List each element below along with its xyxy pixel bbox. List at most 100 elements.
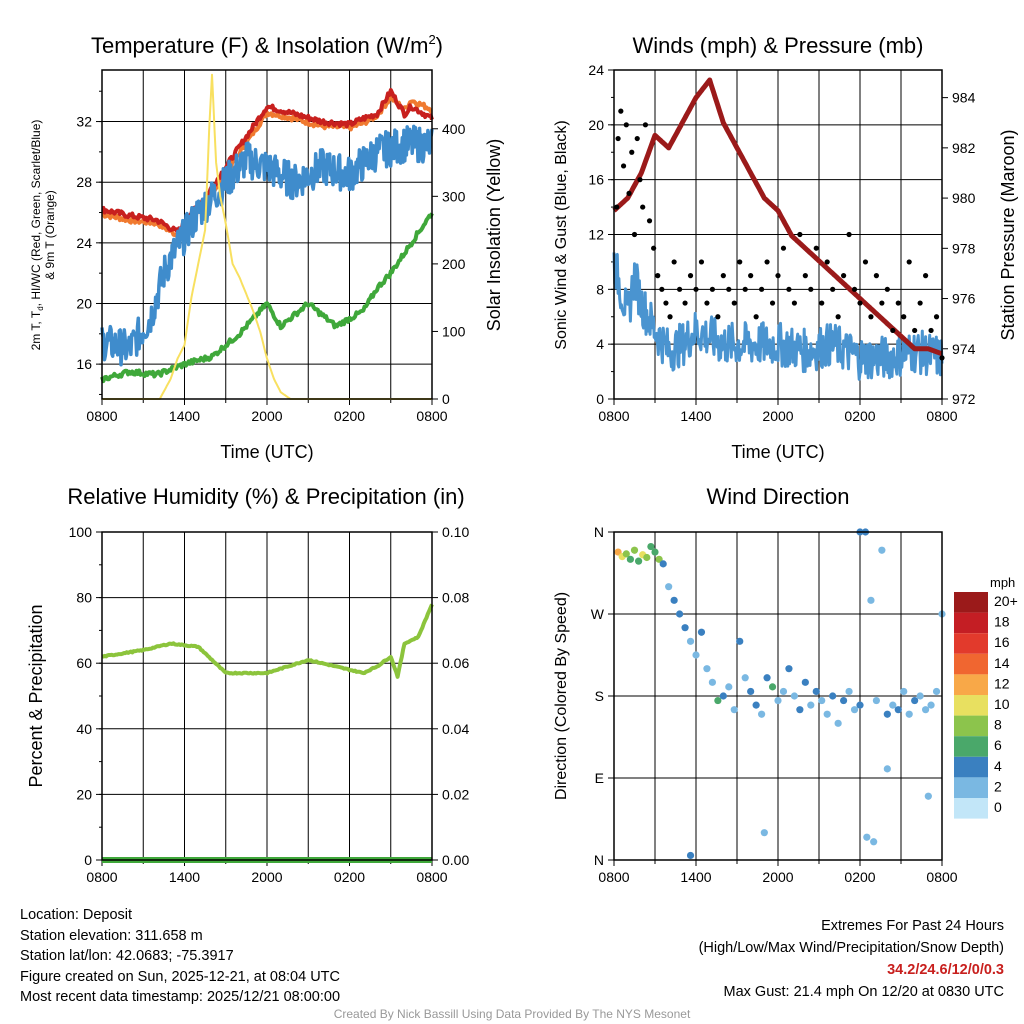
gust-point [646, 218, 653, 224]
y2-tick-label: 300 [442, 188, 466, 204]
gust-point [618, 108, 624, 114]
gust-point [906, 259, 912, 265]
panel-1: 0 4 8 12 16 20 24 972 974 976 978 980 982 984 0800 1400… [588, 62, 975, 424]
wind-direction-point [870, 838, 878, 846]
y-tick-label: 20 [76, 786, 92, 802]
gust-point [791, 300, 798, 306]
colorbar-swatch [954, 798, 988, 819]
wind-direction-point [900, 687, 908, 696]
colorbar-title: mph [990, 575, 1015, 590]
wind-direction-point [622, 550, 630, 558]
y2-tick-label: 0.04 [442, 721, 469, 737]
wind-direction-point [651, 548, 659, 556]
wind-direction-point [719, 692, 727, 700]
gust-point [704, 300, 710, 306]
wind-ylabel: Sonic Wind & Gust (Blue, Black) [553, 120, 570, 349]
gust-point [731, 300, 737, 306]
x-tick-label: 0800 [416, 408, 447, 424]
wind-direction-point [659, 560, 667, 568]
temp-xlabel: Time (UTC) [220, 442, 313, 462]
colorbar-label: 10 [994, 696, 1010, 712]
x-tick-label: 0800 [86, 869, 117, 885]
recent-data-text: Most recent data timestamp: 2025/12/21 0… [20, 989, 341, 1005]
panel-0: 16 20 24 28 32 0 100 200 300 400 0800 1400 2000 0200 0… [76, 69, 466, 424]
gust-point [720, 273, 726, 279]
extremes-legend: (High/Low/Max Wind/Precipitation/Snow De… [698, 940, 1004, 956]
pressure-line [612, 77, 944, 357]
x-tick-label: 2000 [762, 408, 793, 424]
wind-direction-point [924, 792, 932, 800]
gust-point [775, 273, 781, 279]
gust-point [677, 286, 683, 292]
wind-direction-point [863, 833, 871, 841]
wind-chill-line [100, 124, 434, 367]
wind-direction-point [894, 706, 902, 714]
wind-direction-point [883, 710, 891, 718]
wind-direction-point [676, 610, 684, 618]
y-tick-label: 20 [76, 295, 92, 311]
gust-point [715, 314, 721, 320]
colorbar-label: 14 [994, 655, 1010, 671]
colorbar-label: 6 [994, 737, 1002, 753]
temp-y2label: Solar Insolation (Yellow) [484, 139, 504, 331]
latlon-text: Station lat/lon: 42.0683; -75.3917 [20, 948, 234, 964]
colorbar-swatch [954, 653, 988, 675]
wind-direction-point [807, 701, 815, 709]
gust-point [671, 259, 677, 265]
wind-direction-point [932, 687, 941, 696]
wind-direction-point [911, 696, 919, 705]
x-tick-label: 2000 [251, 869, 282, 885]
y-tick-label: 28 [76, 174, 92, 190]
gust-point [764, 259, 770, 265]
gust-point [879, 300, 885, 306]
x-tick-label: 0800 [926, 869, 957, 885]
gust-point [813, 245, 819, 251]
y-tick-label: 32 [76, 114, 92, 130]
x-tick-label: 0200 [334, 408, 365, 424]
gust-point [737, 259, 743, 265]
wind-direction-point [626, 555, 635, 563]
gust-point [928, 327, 934, 334]
y2-tick-label: 0.02 [442, 786, 469, 802]
wind-direction-point [758, 710, 766, 718]
colorbar-label: 2 [994, 778, 1002, 794]
colorbar-swatch [954, 777, 988, 798]
wind-direction-point [708, 678, 717, 686]
y-tick-label: 16 [588, 172, 604, 188]
y2-tick-label: 976 [952, 291, 976, 307]
gust-point [857, 300, 863, 306]
wind-direction-point [752, 701, 760, 709]
gust-point [780, 245, 787, 251]
wind-direction-point [889, 701, 897, 709]
y2-tick-label: 978 [952, 240, 976, 256]
x-tick-label: 0800 [926, 408, 957, 424]
wind-direction-point [714, 696, 722, 705]
y-tick-label: S [595, 688, 604, 704]
wind-direction-point [725, 683, 733, 691]
gust-point [742, 286, 748, 292]
colorbar-swatch [954, 695, 988, 716]
wind-direction-point [635, 557, 643, 565]
panel-2: 0 20 40 60 80 100 0.00 0.02 0.04 0.06 0.08 0.10 0800… [69, 524, 470, 885]
x-tick-label: 0800 [86, 408, 117, 424]
wind-y2label: Station Pressure (Maroon) [998, 129, 1018, 340]
wind-direction-point [736, 637, 744, 645]
wind-direction-point [818, 696, 826, 705]
gust-point [687, 273, 694, 279]
wind-direction-point [840, 696, 848, 705]
x-tick-label: 0800 [416, 869, 447, 885]
wind-direction-point [643, 553, 651, 562]
dewpoint-line [100, 212, 434, 384]
wind-direction-point [703, 665, 711, 673]
x-tick-label: 0200 [334, 869, 365, 885]
y2-tick-label: 980 [952, 190, 976, 206]
wind-xlabel: Time (UTC) [731, 442, 824, 462]
gust-point [912, 327, 918, 334]
extremes-values: 34.2/24.6/12/0/0.3 [887, 962, 1004, 978]
y2-tick-label: 0.10 [442, 524, 469, 540]
y-tick-label: 80 [76, 590, 92, 606]
x-tick-label: 2000 [251, 408, 282, 424]
x-tick-label: 2000 [762, 869, 793, 885]
colorbar-swatch [954, 756, 988, 778]
wind-direction-point [768, 683, 777, 691]
